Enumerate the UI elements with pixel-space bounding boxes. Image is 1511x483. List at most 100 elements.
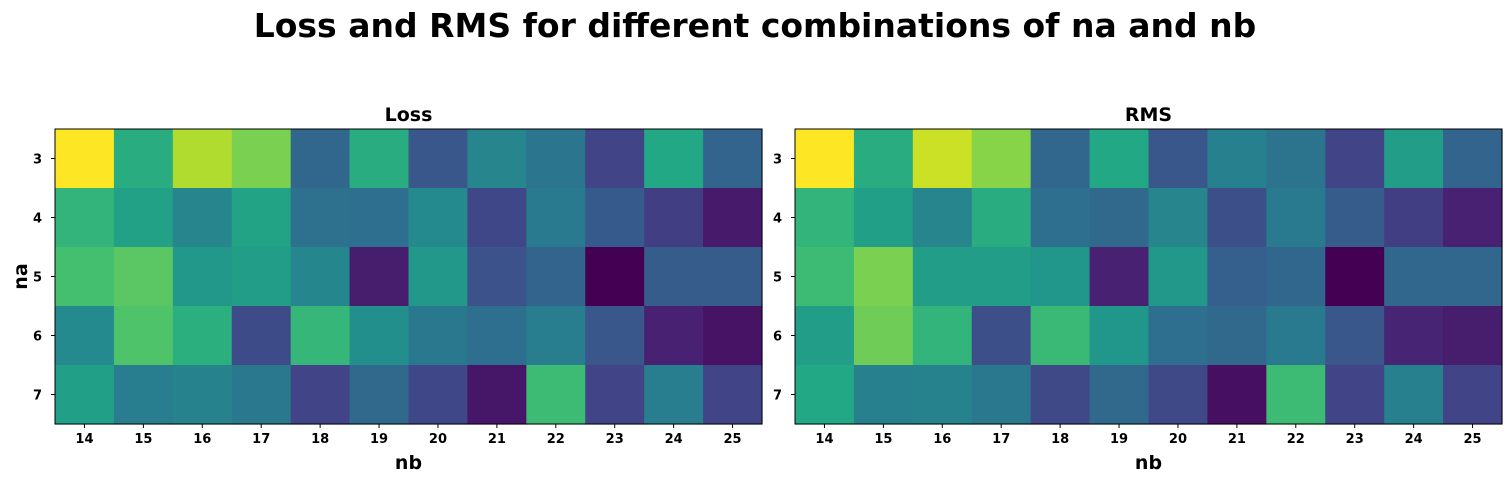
x-tick-label: 16 (193, 432, 211, 447)
heatmap-cell (1443, 188, 1503, 248)
heatmap-cell (971, 306, 1032, 366)
heatmap-cell (231, 306, 292, 366)
x-tick-label: 20 (1169, 432, 1187, 447)
heatmap-cell (231, 365, 292, 425)
x-tick-label: 18 (1051, 432, 1069, 447)
heatmap-cell (55, 365, 115, 425)
heatmap-cell (853, 306, 914, 366)
heatmap-cell (1325, 247, 1385, 307)
heatmap-cell (971, 129, 1032, 189)
heatmap-cell (1384, 365, 1444, 425)
x-tick-label: 14 (815, 432, 833, 447)
x-tick-label: 16 (933, 432, 951, 447)
heatmap-cell (1148, 365, 1209, 425)
heatmap-cell (1207, 306, 1267, 366)
heatmap-cell (1443, 129, 1503, 189)
heatmap-cell (349, 129, 410, 189)
heatmap-cell (467, 188, 527, 248)
heatmap-cell (1089, 365, 1150, 425)
heatmap-panel-loss: 14 15 16 17 18 19 20 21 22 23 24 25 3 4 5 6 7 Loss nb na (10, 104, 763, 474)
y-tick-label: 3 (773, 153, 782, 168)
heatmap-cell (1089, 188, 1150, 248)
heatmap-cell (853, 247, 914, 307)
heatmap-cell (795, 247, 855, 307)
heatmap-cell (349, 365, 410, 425)
heatmap-cell (644, 365, 704, 425)
heatmap-cell (1148, 129, 1209, 189)
heatmap-cell (1089, 129, 1150, 189)
heatmap-cell (1266, 247, 1326, 307)
heatmap-cell (113, 247, 174, 307)
heatmap-cell (1030, 188, 1091, 248)
heatmap-cell (1030, 247, 1091, 307)
heatmap-cell (971, 188, 1032, 248)
heatmap-cell (172, 247, 233, 307)
y-tick-label: 7 (773, 389, 782, 404)
heatmap-cell (290, 247, 351, 307)
heatmap-cell (585, 365, 645, 425)
heatmap-cell (55, 129, 115, 189)
heatmap-cell (1443, 306, 1503, 366)
heatmap-cell (349, 306, 410, 366)
heatmap-cell (971, 247, 1032, 307)
heatmap-cell (526, 188, 586, 248)
y-tick-label: 7 (33, 389, 42, 404)
x-tick-label: 15 (874, 432, 892, 447)
heatmap-cell (795, 188, 855, 248)
heatmap-cell (1325, 188, 1385, 248)
heatmap-cell (912, 188, 973, 248)
heatmap-cell (795, 365, 855, 425)
heatmap-cell (1384, 188, 1444, 248)
heatmap-cell (1443, 247, 1503, 307)
y-tick-label: 4 (773, 212, 782, 227)
heatmap-cell (644, 129, 704, 189)
panel-title: RMS (1125, 104, 1172, 126)
x-tick-label: 24 (1405, 432, 1423, 447)
heatmap-cell (971, 365, 1032, 425)
x-tick-label: 22 (1287, 432, 1305, 447)
heatmap-cell (172, 306, 233, 366)
heatmap-cell (1266, 188, 1326, 248)
heatmap-cell (290, 306, 351, 366)
heatmap-cell (853, 129, 914, 189)
heatmap-cell (1030, 306, 1091, 366)
y-tick-label: 4 (33, 212, 42, 227)
heatmap-cell (231, 247, 292, 307)
y-axis-label: na (10, 263, 32, 289)
x-tick-label: 17 (252, 432, 270, 447)
heatmap-cell (113, 129, 174, 189)
x-tick-label: 21 (488, 432, 506, 447)
heatmap-cell (172, 188, 233, 248)
heatmap-cell (853, 365, 914, 425)
y-tick-label: 6 (33, 330, 42, 345)
heatmap-cell (644, 306, 704, 366)
heatmap-cell (585, 129, 645, 189)
y-tick-label: 3 (33, 153, 42, 168)
heatmap-cell (1266, 365, 1326, 425)
x-tick-label: 20 (429, 432, 447, 447)
heatmap-cell (585, 188, 645, 248)
heatmap-cell (1266, 306, 1326, 366)
heatmap-cell (290, 188, 351, 248)
heatmap-cell (1384, 306, 1444, 366)
heatmap-cell (912, 247, 973, 307)
y-tick-label: 5 (33, 271, 42, 286)
heatmap-cell (1148, 247, 1209, 307)
heatmap-cell (290, 365, 351, 425)
heatmap-cell (703, 306, 763, 366)
heatmap-cell (231, 188, 292, 248)
heatmap-cell (408, 188, 469, 248)
x-tick-label: 15 (134, 432, 152, 447)
heatmap-cell (853, 188, 914, 248)
figure-title: Loss and RMS for different combinations … (254, 6, 1257, 45)
x-tick-label: 23 (1346, 432, 1364, 447)
heatmap-cell (55, 306, 115, 366)
heatmap-cell (290, 129, 351, 189)
heatmap-cell (912, 306, 973, 366)
x-tick-label: 24 (665, 432, 683, 447)
heatmap-cell (1030, 129, 1091, 189)
y-tick-label: 6 (773, 330, 782, 345)
heatmap-cell (526, 306, 586, 366)
heatmap-panel-rms: 14 15 16 17 18 19 20 21 22 23 24 25 3 4 5 6 7 RMS nb (773, 104, 1503, 474)
heatmap-cell (349, 247, 410, 307)
